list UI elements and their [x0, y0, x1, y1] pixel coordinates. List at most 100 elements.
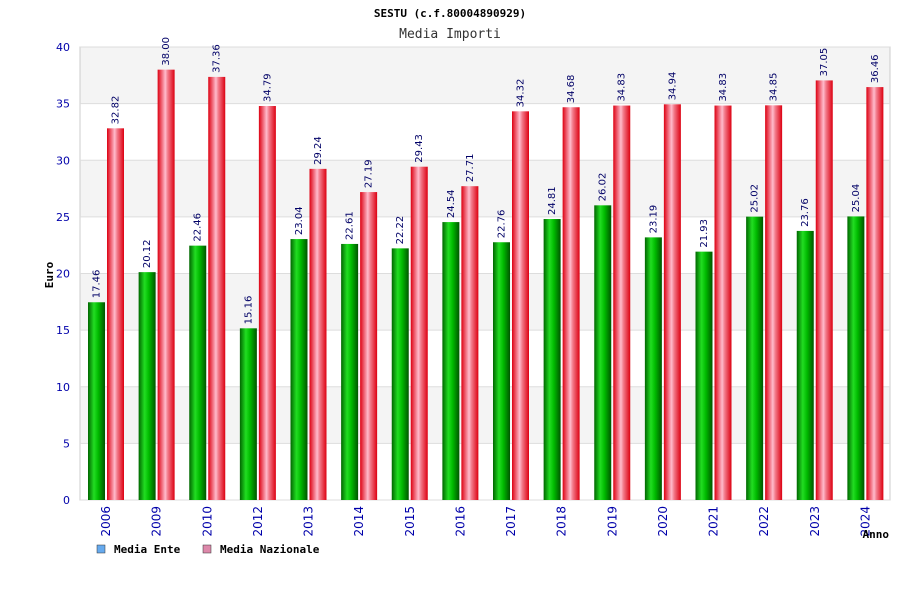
- bar-media-ente: [594, 205, 612, 501]
- bar-media-nazionale: [562, 107, 580, 501]
- y-tick-label: 20: [56, 268, 70, 281]
- bars-group: [88, 69, 884, 501]
- y-tick-label: 0: [63, 494, 70, 507]
- legend-swatch-media-nazionale: [202, 544, 212, 554]
- data-labels-group: 17.46 32.82 20.12 38.00 22.46 37.36 15.16 34.79…: [92, 37, 881, 324]
- data-label-media-nazionale: 34.85: [769, 73, 780, 102]
- data-label-media-ente: 23.76: [800, 198, 811, 227]
- y-axis-label: Euro: [43, 261, 56, 288]
- data-label-media-nazionale: 32.82: [111, 96, 122, 125]
- bar-media-ente: [189, 245, 207, 500]
- y-tick-label: 5: [63, 437, 70, 450]
- data-label-media-ente: 15.16: [243, 296, 254, 325]
- data-label-media-ente: 21.93: [699, 219, 710, 248]
- x-tick-label: 2015: [403, 506, 417, 537]
- data-label-media-ente: 17.46: [92, 270, 103, 299]
- x-tick-label: 2018: [555, 506, 569, 537]
- data-label-media-ente: 23.04: [294, 206, 305, 235]
- x-tick-label: 2024: [858, 506, 872, 537]
- bar-media-nazionale: [208, 76, 226, 500]
- bar-media-nazionale: [360, 192, 378, 501]
- bar-media-ente: [391, 248, 409, 500]
- x-tick-label: 2009: [150, 506, 164, 537]
- data-label-media-ente: 23.19: [648, 205, 659, 234]
- x-tick-label: 2013: [302, 506, 316, 537]
- bar-media-ente: [695, 251, 713, 500]
- bar-media-ente: [543, 219, 561, 501]
- data-label-media-nazionale: 29.24: [313, 136, 324, 165]
- data-label-media-nazionale: 34.94: [667, 72, 678, 101]
- legend-label-media-ente: Media Ente: [114, 543, 181, 556]
- bar-media-nazionale: [258, 106, 276, 501]
- data-label-media-nazionale: 37.05: [819, 48, 830, 77]
- legend: Media Ente Media Nazionale: [96, 543, 320, 556]
- data-label-media-nazionale: 34.79: [262, 73, 273, 102]
- x-tick-label: 2012: [251, 506, 265, 537]
- data-label-media-nazionale: 34.83: [718, 73, 729, 102]
- chart-title: SESTU (c.f.80004890929): [374, 7, 526, 20]
- bar-media-ente: [88, 302, 105, 500]
- x-tick-label: 2019: [605, 506, 619, 537]
- bar-media-nazionale: [663, 104, 681, 500]
- bar-media-ente: [290, 239, 308, 500]
- data-label-media-ente: 24.81: [547, 186, 558, 215]
- bar-media-ente: [493, 242, 510, 501]
- y-tick-label: 40: [56, 41, 70, 54]
- bar-media-ente: [442, 222, 460, 500]
- data-label-media-nazionale: 29.43: [414, 134, 425, 163]
- data-label-media-ente: 22.76: [497, 210, 508, 239]
- x-axis-label: Anno: [863, 528, 890, 541]
- bar-media-nazionale: [714, 105, 732, 501]
- bar-media-nazionale: [461, 186, 479, 500]
- x-tick-label: 2014: [352, 506, 366, 537]
- bar-media-nazionale: [765, 105, 783, 500]
- chart-subtitle: Media Importi: [399, 27, 501, 42]
- bar-media-nazionale: [512, 111, 529, 501]
- x-tick-label: 2006: [99, 506, 113, 537]
- data-label-media-ente: 22.22: [395, 216, 406, 245]
- x-tick-label: 2023: [808, 506, 822, 537]
- data-label-media-ente: 24.54: [446, 189, 457, 218]
- data-label-media-ente: 20.12: [142, 240, 153, 269]
- y-tick-label: 30: [56, 154, 70, 167]
- data-label-media-ente: 26.02: [598, 173, 609, 202]
- bar-media-ente: [796, 230, 814, 500]
- bar-media-nazionale: [107, 128, 124, 500]
- data-label-media-nazionale: 37.36: [212, 44, 223, 73]
- y-tick-label: 25: [56, 211, 70, 224]
- data-label-media-nazionale: 27.19: [364, 159, 375, 188]
- x-tick-label: 2017: [504, 506, 518, 537]
- legend-swatch-media-ente: [96, 544, 106, 554]
- data-label-media-nazionale: 36.46: [870, 54, 881, 83]
- bar-media-nazionale: [613, 105, 631, 501]
- bar-media-nazionale: [410, 166, 428, 500]
- data-label-media-ente: 25.04: [851, 184, 862, 213]
- data-label-media-ente: 22.46: [193, 213, 204, 242]
- bar-media-nazionale: [157, 69, 175, 501]
- bar-media-ente: [644, 237, 662, 501]
- y-axis-ticks: 0 5 10 15 20 25 30 35 40: [56, 41, 70, 507]
- x-tick-label: 2021: [707, 506, 721, 537]
- bar-media-nazionale: [815, 80, 833, 500]
- bar-media-ente: [341, 243, 359, 500]
- data-label-media-nazionale: 34.32: [516, 79, 527, 108]
- data-label-media-nazionale: 38.00: [161, 37, 172, 66]
- y-tick-label: 10: [56, 381, 70, 394]
- data-label-media-ente: 22.61: [345, 211, 356, 240]
- x-tick-label: 2020: [656, 506, 670, 537]
- data-label-media-nazionale: 27.71: [465, 154, 476, 183]
- bar-media-nazionale: [309, 168, 327, 500]
- data-label-media-nazionale: 34.83: [617, 73, 628, 102]
- bar-media-ente: [138, 272, 156, 500]
- data-label-media-ente: 25.02: [750, 184, 761, 213]
- data-label-media-nazionale: 34.68: [566, 75, 577, 104]
- bar-media-nazionale: [866, 87, 884, 500]
- bar-media-ente: [847, 216, 865, 500]
- x-tick-label: 2010: [200, 506, 214, 537]
- x-tick-label: 2022: [757, 506, 771, 537]
- x-tick-label: 2016: [453, 506, 467, 537]
- bar-media-ente: [746, 216, 764, 500]
- bar-media-ente: [239, 328, 257, 500]
- y-tick-label: 15: [56, 324, 70, 337]
